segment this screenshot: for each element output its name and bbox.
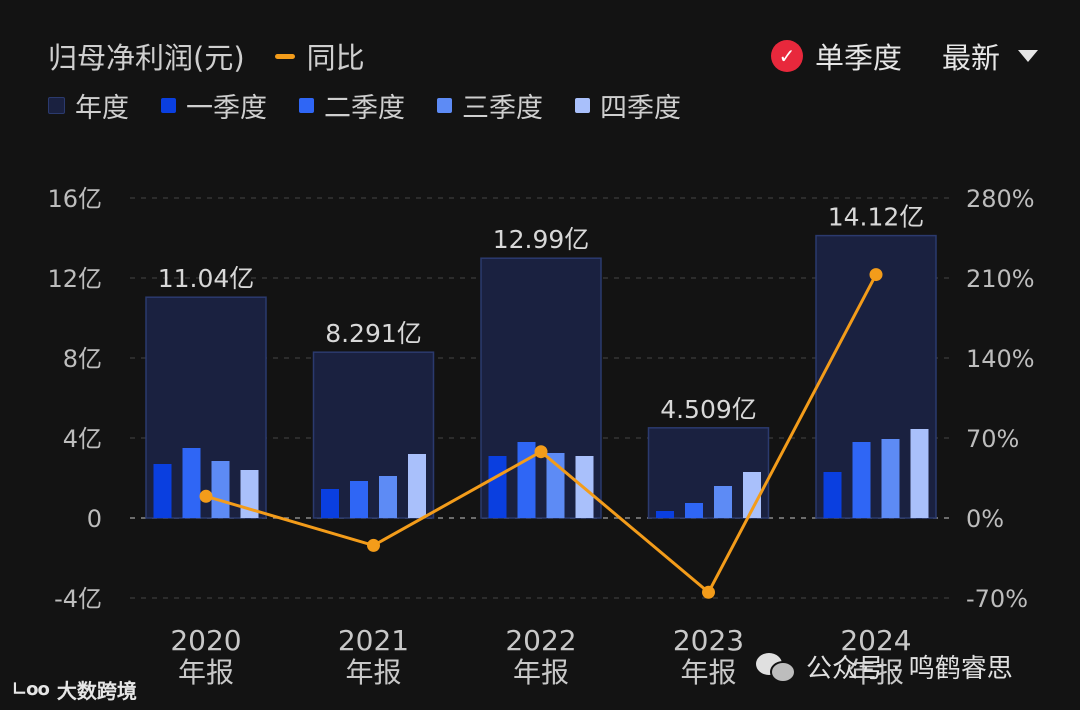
brand-logo: ∟oo [12,678,50,700]
y-left-tick-label: 16亿 [47,185,102,213]
quarter-bar [910,429,929,518]
x-tick-suffix: 年报 [513,656,569,689]
legend-q3[interactable]: 三季度 [437,86,543,125]
quarter-bar [656,511,674,518]
y-right-tick-label: -70% [966,585,1028,613]
x-tick-suffix: 年报 [848,656,904,689]
yoy-point [199,489,213,503]
legend-q4[interactable]: 四季度 [575,86,681,125]
yoy-legend[interactable]: 同比 [274,35,365,77]
annual-value-label: 8.291亿 [325,319,422,348]
legend-q2[interactable]: 二季度 [299,86,405,125]
chart-controls: ✓ 单季度 最新 [770,34,1038,78]
yoy-label: 同比 [306,41,365,75]
legend-swatch-q1 [161,97,176,113]
y-right-tick-label: 280% [966,185,1035,213]
annual-value-label: 12.99亿 [493,225,590,254]
quarter-bar [211,461,230,518]
quarter-bar [350,481,368,518]
quarter-bar [240,470,259,518]
quarter-bar [488,456,507,518]
x-tick-suffix: 年报 [680,656,736,689]
chevron-down-icon [1018,50,1038,62]
x-tick-suffix: 年报 [345,656,401,689]
x-tick-year: 2021 [338,624,409,657]
legend-swatch-annual [48,96,65,114]
x-tick-year: 2022 [505,624,576,657]
legend-label-q3: 三季度 [462,92,543,124]
legend-swatch-q3 [437,97,452,113]
legend-swatch-q2 [299,97,314,113]
chart-header: 归母净利润(元) 同比 [48,36,365,76]
legend-q1[interactable]: 一季度 [161,86,267,125]
wechat-icon [756,651,796,683]
watermark-wechat-text: 公众号 · 鸣鹤睿思 [806,653,1013,684]
quarter-bar [379,476,397,518]
y-left-tick-label: 4亿 [63,425,102,453]
yoy-point [869,268,883,282]
quarter-bar [517,442,536,518]
y-left-tick-label: 8亿 [63,345,102,373]
quarter-bar [321,489,339,518]
chart-legend: 年度 一季度 二季度 三季度 四季度 [48,86,713,124]
y-left-tick-label: 12亿 [47,265,102,293]
annual-value-label: 14.12亿 [828,203,925,232]
x-tick-suffix: 年报 [178,656,234,689]
yoy-point [534,445,548,459]
x-tick-year: 2020 [170,624,241,657]
x-tick-year: 2023 [673,624,744,657]
annual-value-label: 11.04亿 [158,264,255,293]
legend-label-q4: 四季度 [600,92,681,124]
latest-dropdown[interactable]: 最新 [942,35,1038,77]
yoy-point [367,538,380,552]
watermark-brand: ∟oo 大数跨境 [12,674,137,704]
legend-annual[interactable]: 年度 [48,86,129,125]
legend-label-annual: 年度 [75,92,129,124]
quarter-bar [852,442,871,518]
chart-title: 归母净利润(元) [48,41,245,75]
y-right-tick-label: 70% [966,425,1019,453]
watermark-wechat: 公众号 · 鸣鹤睿思 [756,646,1013,686]
quarter-bar [714,486,732,518]
quarter-bar [685,503,703,518]
y-right-tick-label: 140% [966,345,1035,373]
y-left-tick-label: 0 [87,505,102,533]
quarter-bar [881,439,900,518]
legend-label-q2: 二季度 [324,92,405,124]
quarter-bar [743,472,761,518]
single-quarter-toggle[interactable]: 单季度 [814,41,902,75]
y-left-tick-label: -4亿 [54,585,102,613]
legend-swatch-q4 [575,97,590,113]
legend-label-q1: 一季度 [186,92,267,124]
latest-label: 最新 [941,41,1000,75]
annual-value-label: 4.509亿 [660,395,757,424]
yoy-point [702,585,715,599]
quarter-bar [153,464,172,518]
quarter-bar [823,472,842,518]
yoy-line-swatch [274,53,295,59]
quarter-bar [182,448,201,518]
x-tick-year: 2024 [840,624,911,657]
y-right-tick-label: 0% [966,505,1004,533]
quarter-bar [408,454,426,518]
watermark-brand-text: 大数跨境 [56,678,137,703]
y-right-tick-label: 210% [966,265,1035,293]
check-icon[interactable]: ✓ [770,40,803,72]
